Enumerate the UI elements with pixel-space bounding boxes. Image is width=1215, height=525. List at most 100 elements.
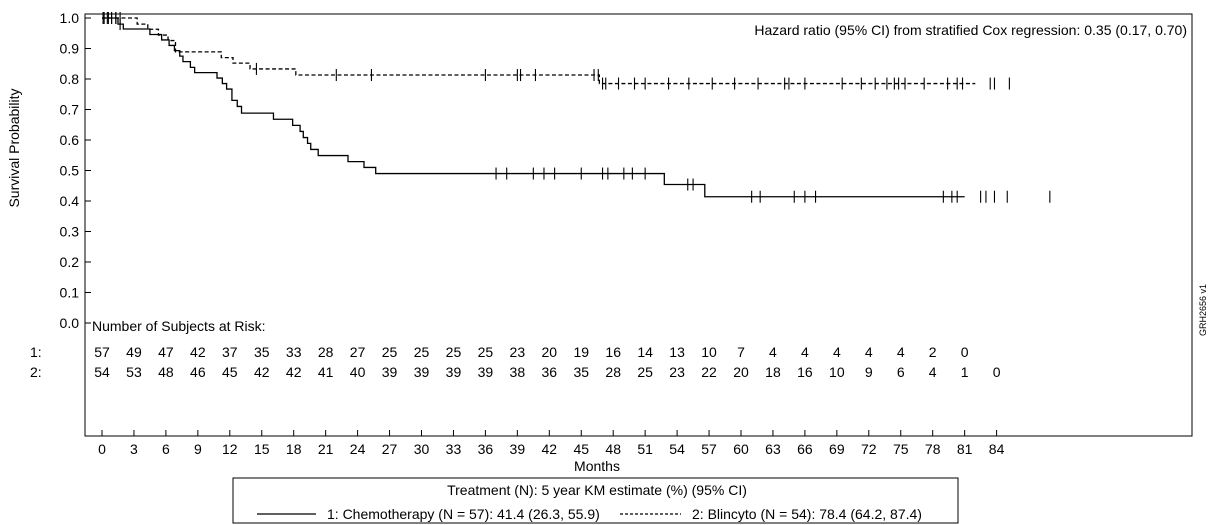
- risk-value: 22: [701, 364, 717, 380]
- risk-value: 54: [94, 364, 110, 380]
- risk-value: 16: [797, 364, 813, 380]
- risk-value: 42: [286, 364, 302, 380]
- x-tick-label: 30: [414, 441, 430, 457]
- risk-table-title: Number of Subjects at Risk:: [92, 318, 266, 334]
- risk-value: 6: [897, 364, 905, 380]
- risk-value: 57: [94, 344, 110, 360]
- risk-value: 23: [669, 364, 685, 380]
- legend-entry-blincyto: 2: Blincyto (N = 54): 78.4 (64.2, 87.4): [692, 506, 922, 522]
- risk-value: 37: [222, 344, 238, 360]
- risk-value: 36: [542, 364, 558, 380]
- x-tick-label: 60: [733, 441, 749, 457]
- risk-value: 40: [350, 364, 366, 380]
- risk-value: 10: [701, 344, 717, 360]
- x-tick-label: 81: [957, 441, 973, 457]
- y-tick-label: 0.8: [60, 71, 80, 87]
- x-tick-label: 36: [478, 441, 494, 457]
- x-tick-label: 27: [382, 441, 398, 457]
- risk-value: 10: [829, 364, 845, 380]
- risk-value: 13: [669, 344, 685, 360]
- risk-value: 35: [254, 344, 270, 360]
- risk-value: 20: [733, 364, 749, 380]
- y-axis-label: Survival Probability: [6, 88, 22, 207]
- risk-value: 35: [573, 364, 589, 380]
- risk-value: 28: [605, 364, 621, 380]
- risk-value: 49: [126, 344, 142, 360]
- risk-value: 19: [573, 344, 589, 360]
- x-tick-label: 3: [130, 441, 138, 457]
- risk-row-label: 1:: [30, 344, 42, 360]
- x-tick-label: 39: [510, 441, 526, 457]
- risk-value: 4: [833, 344, 841, 360]
- risk-value: 4: [769, 344, 777, 360]
- legend-title: Treatment (N): 5 year KM estimate (%) (9…: [447, 482, 747, 498]
- x-tick-label: 75: [893, 441, 909, 457]
- risk-value: 4: [865, 344, 873, 360]
- risk-value: 1: [961, 364, 969, 380]
- risk-value: 42: [254, 364, 270, 380]
- y-tick-label: 1.0: [60, 10, 80, 26]
- risk-value: 2: [929, 344, 937, 360]
- y-tick-label: 0.1: [60, 285, 80, 301]
- risk-value: 45: [222, 364, 238, 380]
- hazard-ratio-annotation: Hazard ratio (95% CI) from stratified Co…: [754, 22, 1187, 38]
- risk-value: 0: [961, 344, 969, 360]
- y-tick-label: 0.0: [60, 315, 80, 331]
- risk-value: 25: [382, 344, 398, 360]
- risk-value: 42: [190, 344, 206, 360]
- x-tick-label: 0: [98, 441, 106, 457]
- x-tick-label: 78: [925, 441, 941, 457]
- risk-value: 39: [446, 364, 462, 380]
- x-tick-label: 18: [286, 441, 302, 457]
- risk-value: 23: [510, 344, 526, 360]
- y-tick-label: 0.4: [60, 193, 80, 209]
- risk-value: 48: [158, 364, 174, 380]
- risk-value: 4: [929, 364, 937, 380]
- risk-value: 7: [737, 344, 745, 360]
- risk-value: 38: [510, 364, 526, 380]
- km-curve-chemotherapy: [102, 17, 965, 198]
- risk-value: 25: [637, 364, 653, 380]
- risk-value: 28: [318, 344, 334, 360]
- risk-value: 16: [605, 344, 621, 360]
- x-tick-label: 21: [318, 441, 334, 457]
- y-tick-label: 0.3: [60, 224, 80, 240]
- x-tick-label: 9: [194, 441, 202, 457]
- x-tick-label: 54: [669, 441, 685, 457]
- risk-value: 39: [382, 364, 398, 380]
- x-tick-label: 6: [162, 441, 170, 457]
- x-tick-label: 12: [222, 441, 238, 457]
- plot-area: [102, 12, 1051, 203]
- x-tick-label: 69: [829, 441, 845, 457]
- x-tick-label: 72: [861, 441, 877, 457]
- risk-value: 47: [158, 344, 174, 360]
- y-tick-label: 0.6: [60, 132, 80, 148]
- risk-value: 9: [865, 364, 873, 380]
- figure-code: GRH2656 v1: [1198, 284, 1208, 336]
- legend-box: [232, 477, 959, 524]
- x-tick-label: 45: [573, 441, 589, 457]
- y-tick-label: 0.9: [60, 41, 80, 57]
- risk-value: 20: [542, 344, 558, 360]
- x-tick-label: 33: [446, 441, 462, 457]
- risk-value: 25: [446, 344, 462, 360]
- risk-value: 18: [765, 364, 781, 380]
- x-tick-label: 15: [254, 441, 270, 457]
- risk-value: 53: [126, 364, 142, 380]
- x-tick-label: 63: [765, 441, 781, 457]
- risk-value: 25: [478, 344, 494, 360]
- risk-value: 4: [897, 344, 905, 360]
- risk-row-label: 2:: [30, 364, 42, 380]
- risk-value: 41: [318, 364, 334, 380]
- risk-value: 39: [478, 364, 494, 380]
- y-tick-label: 0.7: [60, 102, 80, 118]
- legend-entry-chemotherapy: 1: Chemotherapy (N = 57): 41.4 (26.3, 55…: [327, 506, 600, 522]
- risk-value: 4: [801, 344, 809, 360]
- chart-axes: 0.00.10.20.30.40.50.60.70.80.91.00 3 6 9 12 1…: [60, 10, 1193, 457]
- legend: Treatment (N): 5 year KM estimate (%) (9…: [232, 477, 959, 524]
- x-tick-label: 42: [542, 441, 558, 457]
- risk-value: 46: [190, 364, 206, 380]
- risk-value: 14: [637, 344, 653, 360]
- x-axis-label: Months: [574, 458, 620, 474]
